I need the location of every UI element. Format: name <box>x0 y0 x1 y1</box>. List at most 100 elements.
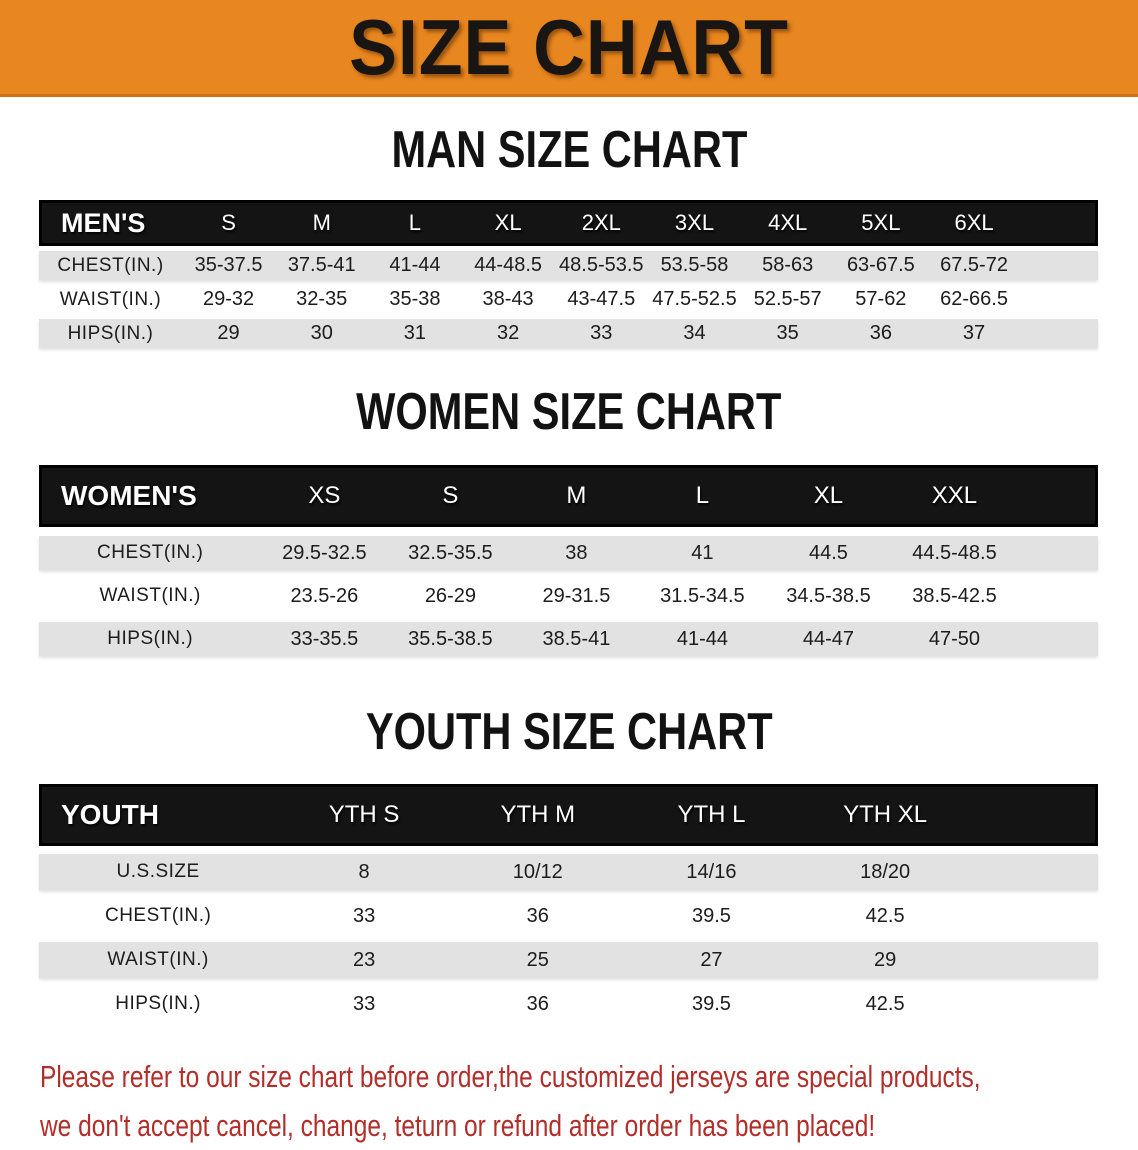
men-header-col-8: 6XL <box>954 210 994 235</box>
men-row-label-0: CHEST(IN.) <box>57 254 164 276</box>
men-table-header-row: MEN'S S M L XL 2XL 3XL 4XL 5XL 6XL <box>39 200 1098 246</box>
men-row-0-cell-2: 41-44 <box>389 254 441 276</box>
men-table-row-0: CHEST(IN.) 35-37.5 37.5-41 41-44 44-48.5 48.5… <box>39 251 1098 280</box>
women-row-0-cell-3: 41 <box>691 541 714 564</box>
men-row-1-cell-6: 52.5-57 <box>753 288 822 310</box>
women-header-col-4: XL <box>813 482 844 509</box>
men-table-row-1: WAIST(IN.) 29-32 32-35 35-38 38-43 43-47.5 47.… <box>39 285 1098 314</box>
women-row-2-cell-3: 41-44 <box>676 627 728 650</box>
women-header-col-2: M <box>566 482 587 509</box>
women-table-header-row: WOMEN'S XS S M L XL XXL <box>39 465 1098 527</box>
youth-row-1-cell-3: 42.5 <box>865 904 905 927</box>
section-heading-text: WOMEN SIZE CHART <box>356 383 782 441</box>
youth-row-2-cell-3: 29 <box>873 948 897 971</box>
men-header-col-6: 4XL <box>768 210 808 235</box>
youth-row-3-cell-0: 33 <box>352 992 376 1015</box>
women-row-1-cell-5: 38.5-42.5 <box>912 584 997 607</box>
women-header-col-5: XXL <box>931 482 978 509</box>
men-row-1-cell-8: 62-66.5 <box>940 288 1008 310</box>
men-row-1-cell-7: 57-62 <box>855 288 907 310</box>
youth-row-label-1: CHEST(IN.) <box>104 905 212 926</box>
section-youth: YOUTH SIZE CHART YOUTH YTH S YTH M YTH L YTH … <box>0 706 1138 1022</box>
section-heading-text: YOUTH SIZE CHART <box>365 703 773 761</box>
men-row-1-cell-0: 29-32 <box>202 288 255 310</box>
women-row-2-cell-5: 47-50 <box>928 627 981 650</box>
women-row-2-cell-2: 38.5-41 <box>542 627 611 650</box>
section-heading-women: WOMEN SIZE CHART <box>0 386 1138 438</box>
youth-row-2-cell-2: 27 <box>700 948 723 971</box>
men-row-1-cell-2: 35-38 <box>389 288 441 310</box>
section-heading-men: MAN SIZE CHART <box>0 124 1138 176</box>
section-men: MAN SIZE CHART MEN'S S M L XL 2XL 3XL 4XL 5XL 6XL C… <box>0 124 1138 348</box>
men-row-2-cell-1: 30 <box>310 322 333 344</box>
youth-table-row-3: HIPS(IN.) 33 36 39.5 42.5 <box>39 986 1098 1022</box>
women-row-0-cell-1: 32.5-35.5 <box>408 541 493 564</box>
youth-table-row-1: CHEST(IN.) 33 36 39.5 42.5 <box>39 898 1098 934</box>
men-row-2-cell-7: 36 <box>869 322 892 344</box>
men-header-col-5: 3XL <box>674 210 715 235</box>
youth-header-col-1: YTH M <box>500 801 576 828</box>
men-header-label: MEN'S <box>61 207 146 238</box>
men-row-0-cell-6: 58-63 <box>762 254 814 276</box>
women-table-row-0: CHEST(IN.) 29.5-32.5 32.5-35.5 38 41 44.5 44.5… <box>39 536 1098 570</box>
youth-row-1-cell-0: 33 <box>352 904 376 927</box>
disclaimer-line-2: we don't accept cancel, change, teturn o… <box>40 1108 876 1143</box>
men-row-0-cell-3: 44-48.5 <box>474 254 543 276</box>
youth-row-3-cell-1: 36 <box>526 992 549 1015</box>
women-row-0-cell-0: 29.5-32.5 <box>282 541 367 564</box>
men-row-2-cell-8: 37 <box>962 322 986 344</box>
women-row-label-1: WAIST(IN.) <box>99 585 201 606</box>
men-row-2-cell-4: 33 <box>590 322 613 344</box>
men-row-1-cell-3: 38-43 <box>482 288 534 310</box>
women-row-label-2: HIPS(IN.) <box>107 628 194 649</box>
women-row-0-cell-4: 44.5 <box>808 541 848 564</box>
youth-row-1-cell-2: 39.5 <box>691 904 731 927</box>
women-row-1-cell-1: 26-29 <box>424 584 476 607</box>
men-row-0-cell-5: 53.5-58 <box>660 254 729 276</box>
youth-header-label: YOUTH <box>61 799 159 830</box>
men-row-label-2: HIPS(IN.) <box>67 322 154 344</box>
men-row-1-cell-4: 43-47.5 <box>567 288 636 310</box>
men-row-0-cell-7: 63-67.5 <box>846 254 915 276</box>
sections: MAN SIZE CHART MEN'S S M L XL 2XL 3XL 4XL 5XL 6XL C… <box>0 124 1138 1022</box>
youth-row-0-cell-0: 8 <box>358 860 370 883</box>
youth-row-1-cell-1: 36 <box>526 904 549 927</box>
men-row-0-cell-0: 35-37.5 <box>194 254 263 276</box>
women-row-0-cell-5: 44.5-48.5 <box>912 541 997 564</box>
men-table-row-2: HIPS(IN.) 29 30 31 32 33 34 35 36 37 <box>39 319 1098 348</box>
women-header-col-3: L <box>695 482 710 509</box>
men-row-0-cell-1: 37.5-41 <box>287 254 356 276</box>
youth-header-col-0: YTH S <box>328 801 400 828</box>
men-row-1-cell-1: 32-35 <box>296 288 348 310</box>
youth-row-0-cell-3: 18/20 <box>860 860 911 883</box>
women-row-0-cell-2: 38 <box>565 541 588 564</box>
banner-title: SIZE CHART <box>349 3 789 91</box>
men-header-col-7: 5XL <box>861 210 901 235</box>
women-size-table: WOMEN'S XS S M L XL XXL CHEST(IN.) 29.5-32.5 32.5… <box>39 465 1098 656</box>
men-row-2-cell-5: 34 <box>683 322 706 344</box>
disclaimer-line-1: Please refer to our size chart before or… <box>40 1059 981 1094</box>
women-row-1-cell-0: 23.5-26 <box>290 584 359 607</box>
women-table-row-1: WAIST(IN.) 23.5-26 26-29 29-31.5 31.5-34.5 34… <box>39 579 1098 613</box>
youth-table-row-0: U.S.SIZE 8 10/12 14/16 18/20 <box>39 854 1098 890</box>
women-row-1-cell-2: 29-31.5 <box>542 584 611 607</box>
youth-row-2-cell-0: 23 <box>352 948 376 971</box>
youth-row-0-cell-1: 10/12 <box>512 860 563 883</box>
youth-row-0-cell-2: 14/16 <box>686 860 737 883</box>
men-row-0-cell-8: 67.5-72 <box>940 254 1008 276</box>
women-row-2-cell-0: 33-35.5 <box>290 627 359 650</box>
men-row-2-cell-6: 35 <box>776 322 799 344</box>
women-table-row-2: HIPS(IN.) 33-35.5 35.5-38.5 38.5-41 41-44 44-… <box>39 622 1098 656</box>
disclaimer-note: Please refer to our size chart before or… <box>40 1052 1138 1150</box>
men-row-0-cell-4: 48.5-53.5 <box>559 254 644 276</box>
men-row-1-cell-5: 47.5-52.5 <box>652 288 737 310</box>
youth-table-row-2: WAIST(IN.) 23 25 27 29 <box>39 942 1098 978</box>
youth-row-3-cell-3: 42.5 <box>865 992 905 1015</box>
women-header-label: WOMEN'S <box>61 480 197 511</box>
men-row-label-1: WAIST(IN.) <box>59 288 162 310</box>
youth-header-col-2: YTH L <box>677 801 746 828</box>
size-chart-banner: SIZE CHART <box>0 0 1138 97</box>
youth-row-3-cell-2: 39.5 <box>691 992 731 1015</box>
women-row-2-cell-1: 35.5-38.5 <box>408 627 493 650</box>
youth-row-label-0: U.S.SIZE <box>116 861 200 882</box>
